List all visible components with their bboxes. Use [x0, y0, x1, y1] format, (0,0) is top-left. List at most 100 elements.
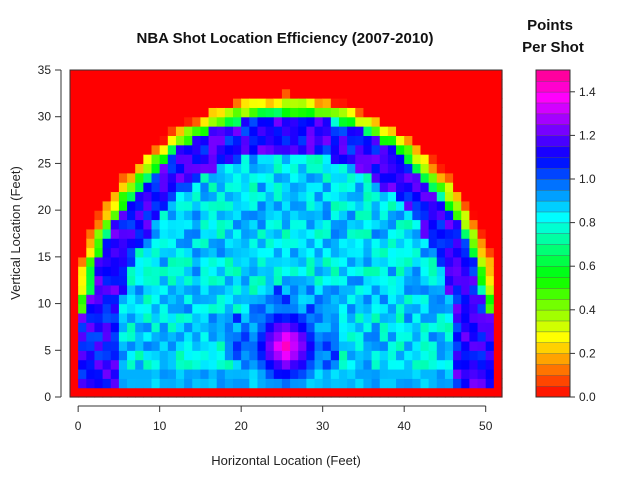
heatmap-cell: [290, 88, 299, 99]
heatmap-cell: [257, 266, 267, 277]
heatmap-cell: [127, 284, 136, 295]
heatmap-cell: [396, 88, 405, 99]
heatmap-cell: [143, 284, 153, 295]
heatmap-cell: [127, 79, 136, 90]
heatmap-cell: [290, 70, 299, 80]
heatmap-cell: [428, 284, 438, 295]
heatmap-cell: [436, 238, 446, 249]
heatmap-cell: [330, 163, 340, 174]
heatmap-cell: [216, 70, 226, 80]
heatmap-cell: [420, 200, 430, 211]
heatmap-cell: [477, 219, 487, 230]
heatmap-cell: [493, 266, 503, 277]
heatmap-cell: [436, 182, 446, 193]
heatmap-cell: [143, 135, 153, 146]
heatmap-cell: [143, 359, 153, 370]
heatmap-cell: [314, 322, 324, 333]
heatmap-cell: [265, 387, 275, 398]
heatmap-cell: [477, 182, 487, 193]
heatmap-cell: [127, 275, 136, 286]
heatmap-cell: [94, 163, 104, 174]
heatmap-cell: [249, 88, 259, 99]
heatmap-cell: [461, 303, 470, 314]
heatmap-cell: [135, 182, 144, 193]
heatmap-cell: [493, 126, 503, 136]
heatmap-cell: [102, 331, 112, 342]
heatmap-cell: [200, 387, 210, 398]
heatmap-cell: [94, 284, 104, 295]
heatmap-cell: [306, 163, 316, 174]
heatmap-cell: [371, 275, 381, 286]
heatmap-cell: [78, 275, 87, 286]
heatmap-cell: [485, 331, 495, 342]
heatmap-cell: [208, 70, 218, 80]
heatmap-cell: [485, 247, 495, 258]
heatmap-cell: [306, 247, 316, 258]
heatmap-cell: [135, 294, 144, 305]
heatmap-cell: [167, 256, 177, 267]
heatmap-cell: [330, 228, 340, 239]
heatmap-cell: [192, 191, 202, 202]
heatmap-cell: [453, 284, 462, 295]
heatmap-cell: [241, 79, 250, 90]
heatmap-cell: [102, 368, 112, 379]
heatmap-cell: [102, 163, 112, 174]
heatmap-cell: [371, 200, 381, 211]
heatmap-cell: [78, 107, 87, 118]
heatmap-cell: [322, 163, 332, 174]
heatmap-cell: [387, 331, 397, 342]
heatmap-cell: [298, 238, 307, 249]
heatmap-cell: [404, 116, 413, 127]
heatmap-cell: [469, 303, 479, 314]
heatmap-cell: [159, 200, 169, 211]
heatmap-cell: [249, 219, 259, 230]
heatmap-cell: [135, 163, 144, 174]
heatmap-cell: [241, 182, 250, 193]
heatmap-cell: [70, 303, 79, 314]
heatmap-cell: [355, 256, 365, 267]
heatmap-cell: [233, 219, 242, 230]
heatmap-cell: [233, 368, 242, 379]
heatmap-cell: [233, 135, 242, 146]
heatmap-cell: [224, 359, 234, 370]
heatmap-cell: [224, 144, 234, 155]
heatmap-cell: [371, 340, 381, 351]
heatmap-cell: [208, 238, 218, 249]
heatmap-cell: [200, 200, 210, 211]
heatmap-cell: [371, 238, 381, 249]
heatmap-cell: [298, 98, 307, 108]
heatmap-cell: [167, 350, 177, 361]
heatmap-cell: [273, 219, 283, 230]
heatmap-cell: [461, 266, 470, 277]
heatmap-cell: [281, 200, 291, 211]
heatmap-cell: [306, 98, 316, 108]
heatmap-cell: [281, 172, 291, 183]
heatmap-cell: [208, 126, 218, 136]
heatmap-cell: [257, 210, 267, 221]
heatmap-cell: [281, 387, 291, 398]
heatmap-cell: [175, 368, 185, 379]
heatmap-cell: [355, 359, 365, 370]
heatmap-cell: [143, 275, 153, 286]
heatmap-cell: [118, 322, 128, 333]
heatmap-cell: [428, 228, 438, 239]
heatmap-cell: [118, 340, 128, 351]
heatmap-cell: [192, 340, 202, 351]
heatmap-cell: [102, 70, 112, 80]
heatmap-cell: [265, 303, 275, 314]
heatmap-cell: [444, 79, 454, 90]
heatmap-cell: [118, 163, 128, 174]
heatmap-cell: [224, 79, 234, 90]
heatmap-cell: [208, 331, 218, 342]
legend-bar-border: [535, 69, 571, 398]
heatmap-cell: [233, 387, 242, 398]
heatmap-cell: [322, 135, 332, 146]
heatmap-cell: [175, 378, 185, 389]
heatmap-cell: [469, 88, 479, 99]
heatmap-cell: [404, 303, 413, 314]
heatmap-cell: [420, 247, 430, 258]
heatmap-cell: [338, 79, 348, 90]
heatmap-cell: [387, 228, 397, 239]
heatmap-cell: [110, 163, 120, 174]
heatmap-cell: [298, 331, 307, 342]
